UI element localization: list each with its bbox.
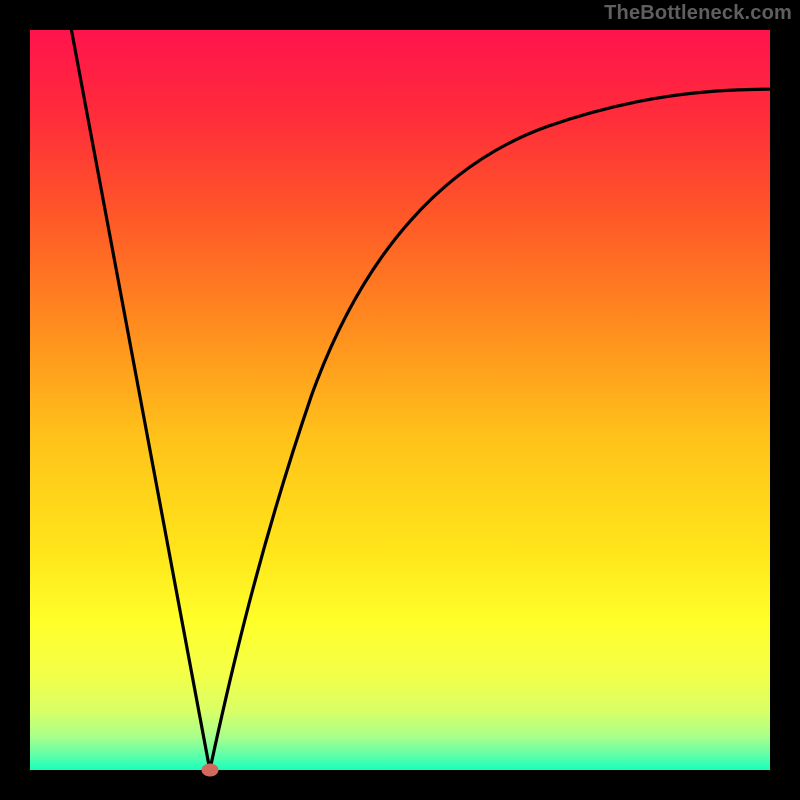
- plot-area: [30, 30, 770, 770]
- watermark-label: TheBottleneck.com: [604, 2, 792, 25]
- minimum-marker: [201, 764, 218, 777]
- bottleneck-curve: [30, 30, 770, 770]
- chart-frame: TheBottleneck.com: [0, 0, 800, 800]
